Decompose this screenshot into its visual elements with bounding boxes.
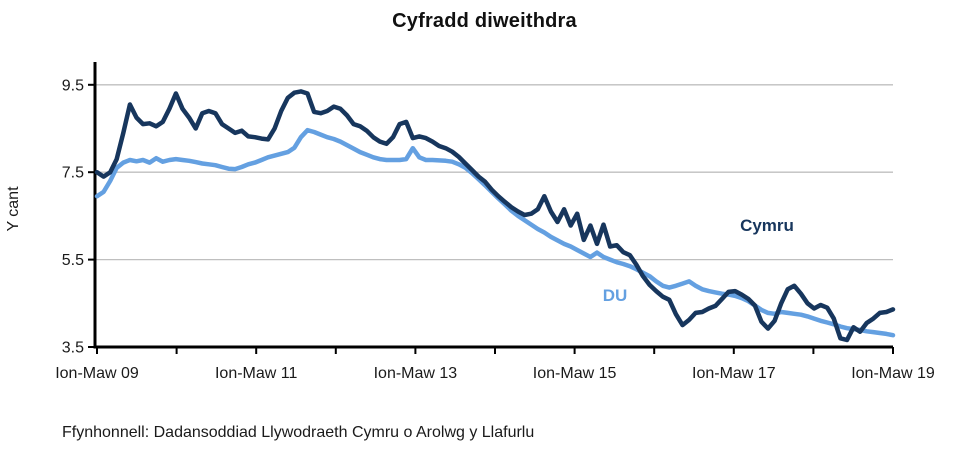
x-tick-label-Ion-Maw 11: Ion-Maw 11	[215, 365, 298, 382]
source-note: Ffynhonnell: Dadansoddiad Llywodraeth Cy…	[62, 424, 535, 441]
x-tick-label-Ion-Maw 09: Ion-Maw 09	[55, 365, 139, 382]
y-tick-label-5.5: 5.5	[62, 252, 84, 269]
y-tick-label-7.5: 7.5	[62, 165, 84, 182]
series-line-cymru	[94, 89, 896, 343]
x-tick-label-Ion-Maw 17: Ion-Maw 17	[692, 365, 776, 382]
series-label-du: DU	[602, 286, 628, 305]
series-label-cymru: Cymru	[740, 216, 794, 235]
x-tick-label-Ion-Maw 19: Ion-Maw 19	[851, 365, 935, 382]
y-tick-label-9.5: 9.5	[62, 77, 84, 94]
chart-title: Cyfradd diweithdra	[392, 10, 577, 32]
x-tick-label-Ion-Maw 13: Ion-Maw 13	[374, 365, 458, 382]
x-tick-label-Ion-Maw 15: Ion-Maw 15	[533, 365, 617, 382]
y-tick-label-3.5: 3.5	[62, 340, 84, 357]
